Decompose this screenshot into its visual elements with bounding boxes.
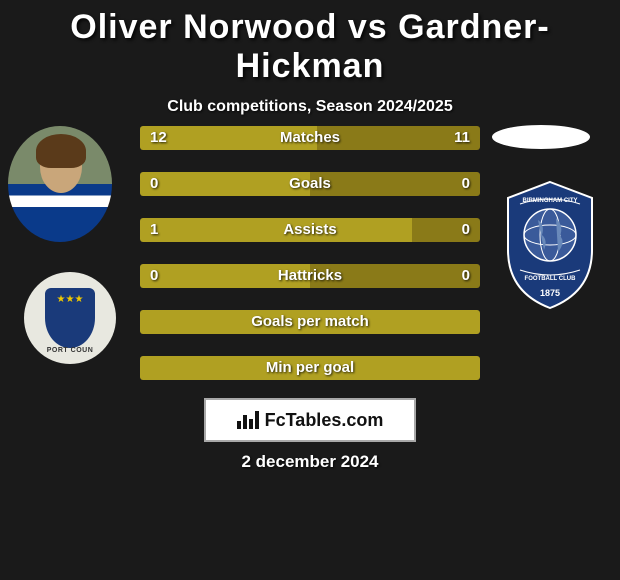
- svg-text:BIRMINGHAM CITY: BIRMINGHAM CITY: [523, 198, 578, 204]
- player-left-club-crest: PORT COUN: [24, 272, 116, 364]
- stat-value-left: 12: [150, 126, 167, 150]
- page-title: Oliver Norwood vs Gardner-Hickman: [0, 0, 620, 86]
- svg-text:FOOTBALL CLUB: FOOTBALL CLUB: [525, 276, 577, 282]
- stat-value-left: 0: [150, 264, 158, 288]
- crest-year: 1875: [540, 288, 560, 298]
- stat-label: Goals per match: [140, 310, 480, 334]
- stat-row: Min per goal: [140, 356, 480, 380]
- subtitle: Club competitions, Season 2024/2025: [0, 98, 620, 116]
- stat-value-right: 0: [462, 172, 470, 196]
- shield-icon: [45, 288, 95, 348]
- player-right-avatar-placeholder: [492, 125, 590, 149]
- brand-box: FcTables.com: [204, 398, 416, 442]
- stat-label: Matches: [140, 126, 480, 150]
- stat-row: Goals0 0: [140, 172, 480, 196]
- stats-container: Matches1211Goals00Assists10Hattricks00Go…: [140, 126, 480, 402]
- stat-value-right: 0: [462, 264, 470, 288]
- player-left-avatar: [8, 126, 112, 242]
- stat-label: Goals: [140, 172, 480, 196]
- stat-label: Min per goal: [140, 356, 480, 380]
- stat-row: Matches12 11: [140, 126, 480, 150]
- brand-text: FcTables.com: [265, 410, 384, 431]
- stat-value-right: 11: [454, 126, 470, 150]
- stat-label: Assists: [140, 218, 480, 242]
- stat-label: Hattricks: [140, 264, 480, 288]
- brand-logo: FcTables.com: [237, 410, 384, 431]
- player-right-club-crest: BIRMINGHAM CITY FOOTBALL CLUB 1875: [500, 180, 600, 310]
- crest-left-text: PORT COUN: [24, 347, 116, 354]
- stat-row: Hattricks0 0: [140, 264, 480, 288]
- stat-row: Assists1 0: [140, 218, 480, 242]
- date-text: 2 december 2024: [0, 452, 620, 472]
- stat-row: Goals per match: [140, 310, 480, 334]
- bar-chart-icon: [237, 411, 259, 429]
- globe-shield-icon: BIRMINGHAM CITY FOOTBALL CLUB 1875: [500, 180, 600, 310]
- stat-value-left: 0: [150, 172, 158, 196]
- stat-value-left: 1: [150, 218, 158, 242]
- stat-value-right: 0: [462, 218, 470, 242]
